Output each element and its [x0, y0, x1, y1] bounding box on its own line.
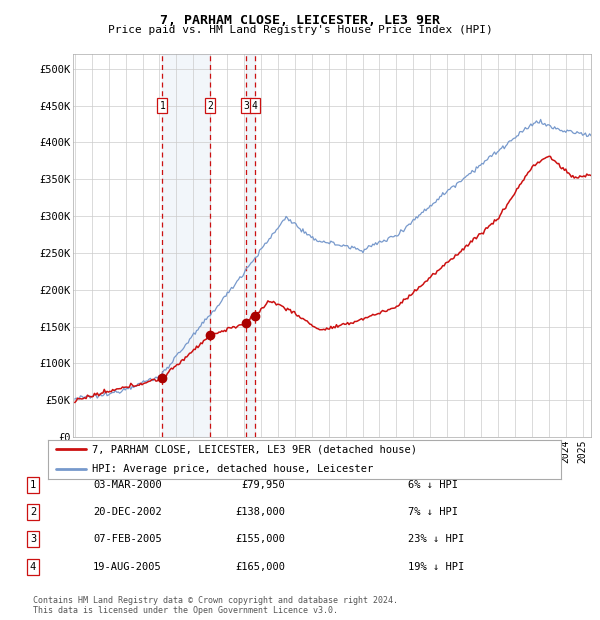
Text: £155,000: £155,000 — [235, 534, 285, 544]
Text: 19% ↓ HPI: 19% ↓ HPI — [408, 562, 464, 572]
Text: 07-FEB-2005: 07-FEB-2005 — [93, 534, 162, 544]
Text: 4: 4 — [30, 562, 36, 572]
Text: £165,000: £165,000 — [235, 562, 285, 572]
Bar — [163, 54, 210, 437]
Text: 20-DEC-2002: 20-DEC-2002 — [93, 507, 162, 517]
Text: 23% ↓ HPI: 23% ↓ HPI — [408, 534, 464, 544]
Text: 1: 1 — [30, 480, 36, 490]
Text: 7, PARHAM CLOSE, LEICESTER, LE3 9ER: 7, PARHAM CLOSE, LEICESTER, LE3 9ER — [160, 14, 440, 27]
Text: Contains HM Land Registry data © Crown copyright and database right 2024.
This d: Contains HM Land Registry data © Crown c… — [33, 596, 398, 615]
Text: £79,950: £79,950 — [241, 480, 285, 490]
Text: 6% ↓ HPI: 6% ↓ HPI — [408, 480, 458, 490]
Text: 19-AUG-2005: 19-AUG-2005 — [93, 562, 162, 572]
Text: 7, PARHAM CLOSE, LEICESTER, LE3 9ER (detached house): 7, PARHAM CLOSE, LEICESTER, LE3 9ER (det… — [92, 445, 416, 454]
Bar — [246, 54, 255, 437]
Text: Price paid vs. HM Land Registry's House Price Index (HPI): Price paid vs. HM Land Registry's House … — [107, 25, 493, 35]
Text: 7% ↓ HPI: 7% ↓ HPI — [408, 507, 458, 517]
Text: 4: 4 — [252, 100, 258, 110]
Text: 2: 2 — [207, 100, 212, 110]
Text: 1: 1 — [160, 100, 166, 110]
Text: 3: 3 — [243, 100, 249, 110]
Text: 03-MAR-2000: 03-MAR-2000 — [93, 480, 162, 490]
Text: £138,000: £138,000 — [235, 507, 285, 517]
Text: 3: 3 — [30, 534, 36, 544]
Text: 2: 2 — [30, 507, 36, 517]
Text: HPI: Average price, detached house, Leicester: HPI: Average price, detached house, Leic… — [92, 464, 373, 474]
